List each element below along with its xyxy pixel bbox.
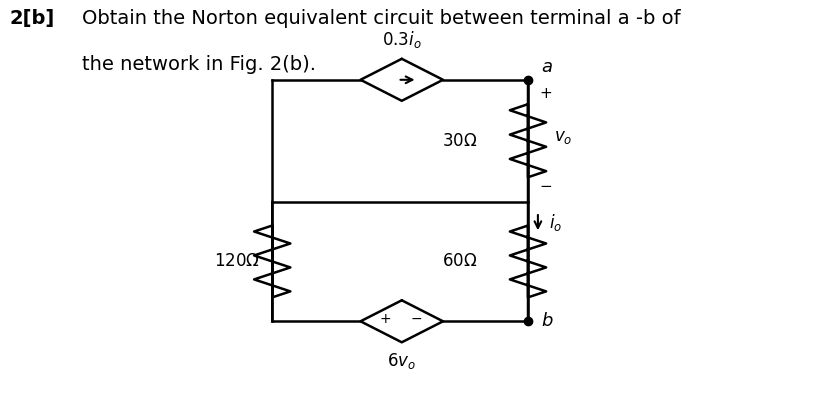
Text: $30\Omega$: $30\Omega$ [441, 132, 477, 150]
Text: Obtain the Norton equivalent circuit between terminal a -b of: Obtain the Norton equivalent circuit bet… [82, 9, 681, 28]
Text: the network in Fig. 2(b).: the network in Fig. 2(b). [82, 55, 317, 74]
Text: $v_o$: $v_o$ [554, 128, 573, 145]
Text: $120\Omega$: $120\Omega$ [214, 252, 260, 270]
Text: −: − [411, 312, 422, 326]
Text: b: b [541, 312, 553, 330]
Text: $0.3i_o$: $0.3i_o$ [382, 29, 422, 50]
Text: +: + [540, 86, 552, 101]
Text: $60\Omega$: $60\Omega$ [441, 252, 477, 270]
Text: $i_o$: $i_o$ [549, 212, 563, 233]
Text: 2[b]: 2[b] [10, 9, 55, 28]
Text: −: − [540, 179, 552, 194]
Text: +: + [380, 312, 391, 326]
Text: a: a [541, 58, 552, 76]
Text: $6v_o$: $6v_o$ [387, 351, 417, 371]
